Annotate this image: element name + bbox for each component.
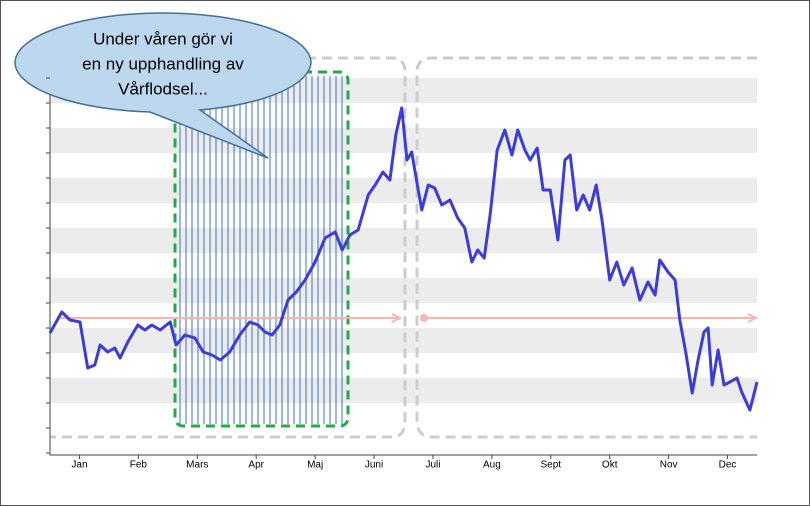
speech-bubble bbox=[14, 12, 312, 159]
series-line bbox=[48, 106, 759, 412]
x-tick-label: Feb bbox=[130, 460, 148, 471]
dashed-box bbox=[50, 56, 407, 439]
x-tick-label: Sept bbox=[541, 460, 562, 471]
x-tick-label: Apr bbox=[248, 460, 264, 471]
annotation: Vårflodsel... bbox=[118, 79, 208, 98]
x-tick-label: Maj bbox=[307, 460, 323, 471]
annotation: en ny upphandling av bbox=[82, 54, 244, 73]
x-tick-label: Juni bbox=[365, 460, 383, 471]
x-tick-label: Aug bbox=[483, 460, 501, 471]
x-tick-label: Mars bbox=[186, 460, 208, 471]
callout: Under våren gör vi en ny upphandling av … bbox=[14, 12, 312, 159]
x-tick-label: Dec bbox=[719, 460, 737, 471]
arrow-head bbox=[747, 313, 759, 323]
x-tick-label: Nov bbox=[660, 460, 678, 471]
x-tick-label: Jan bbox=[71, 460, 87, 471]
x-tick-label: Okt bbox=[602, 460, 618, 471]
x-tick-label: Juli bbox=[425, 460, 440, 471]
arrow-head bbox=[391, 313, 403, 323]
plot bbox=[48, 106, 759, 412]
annotation: Under våren gör vi bbox=[93, 29, 233, 48]
